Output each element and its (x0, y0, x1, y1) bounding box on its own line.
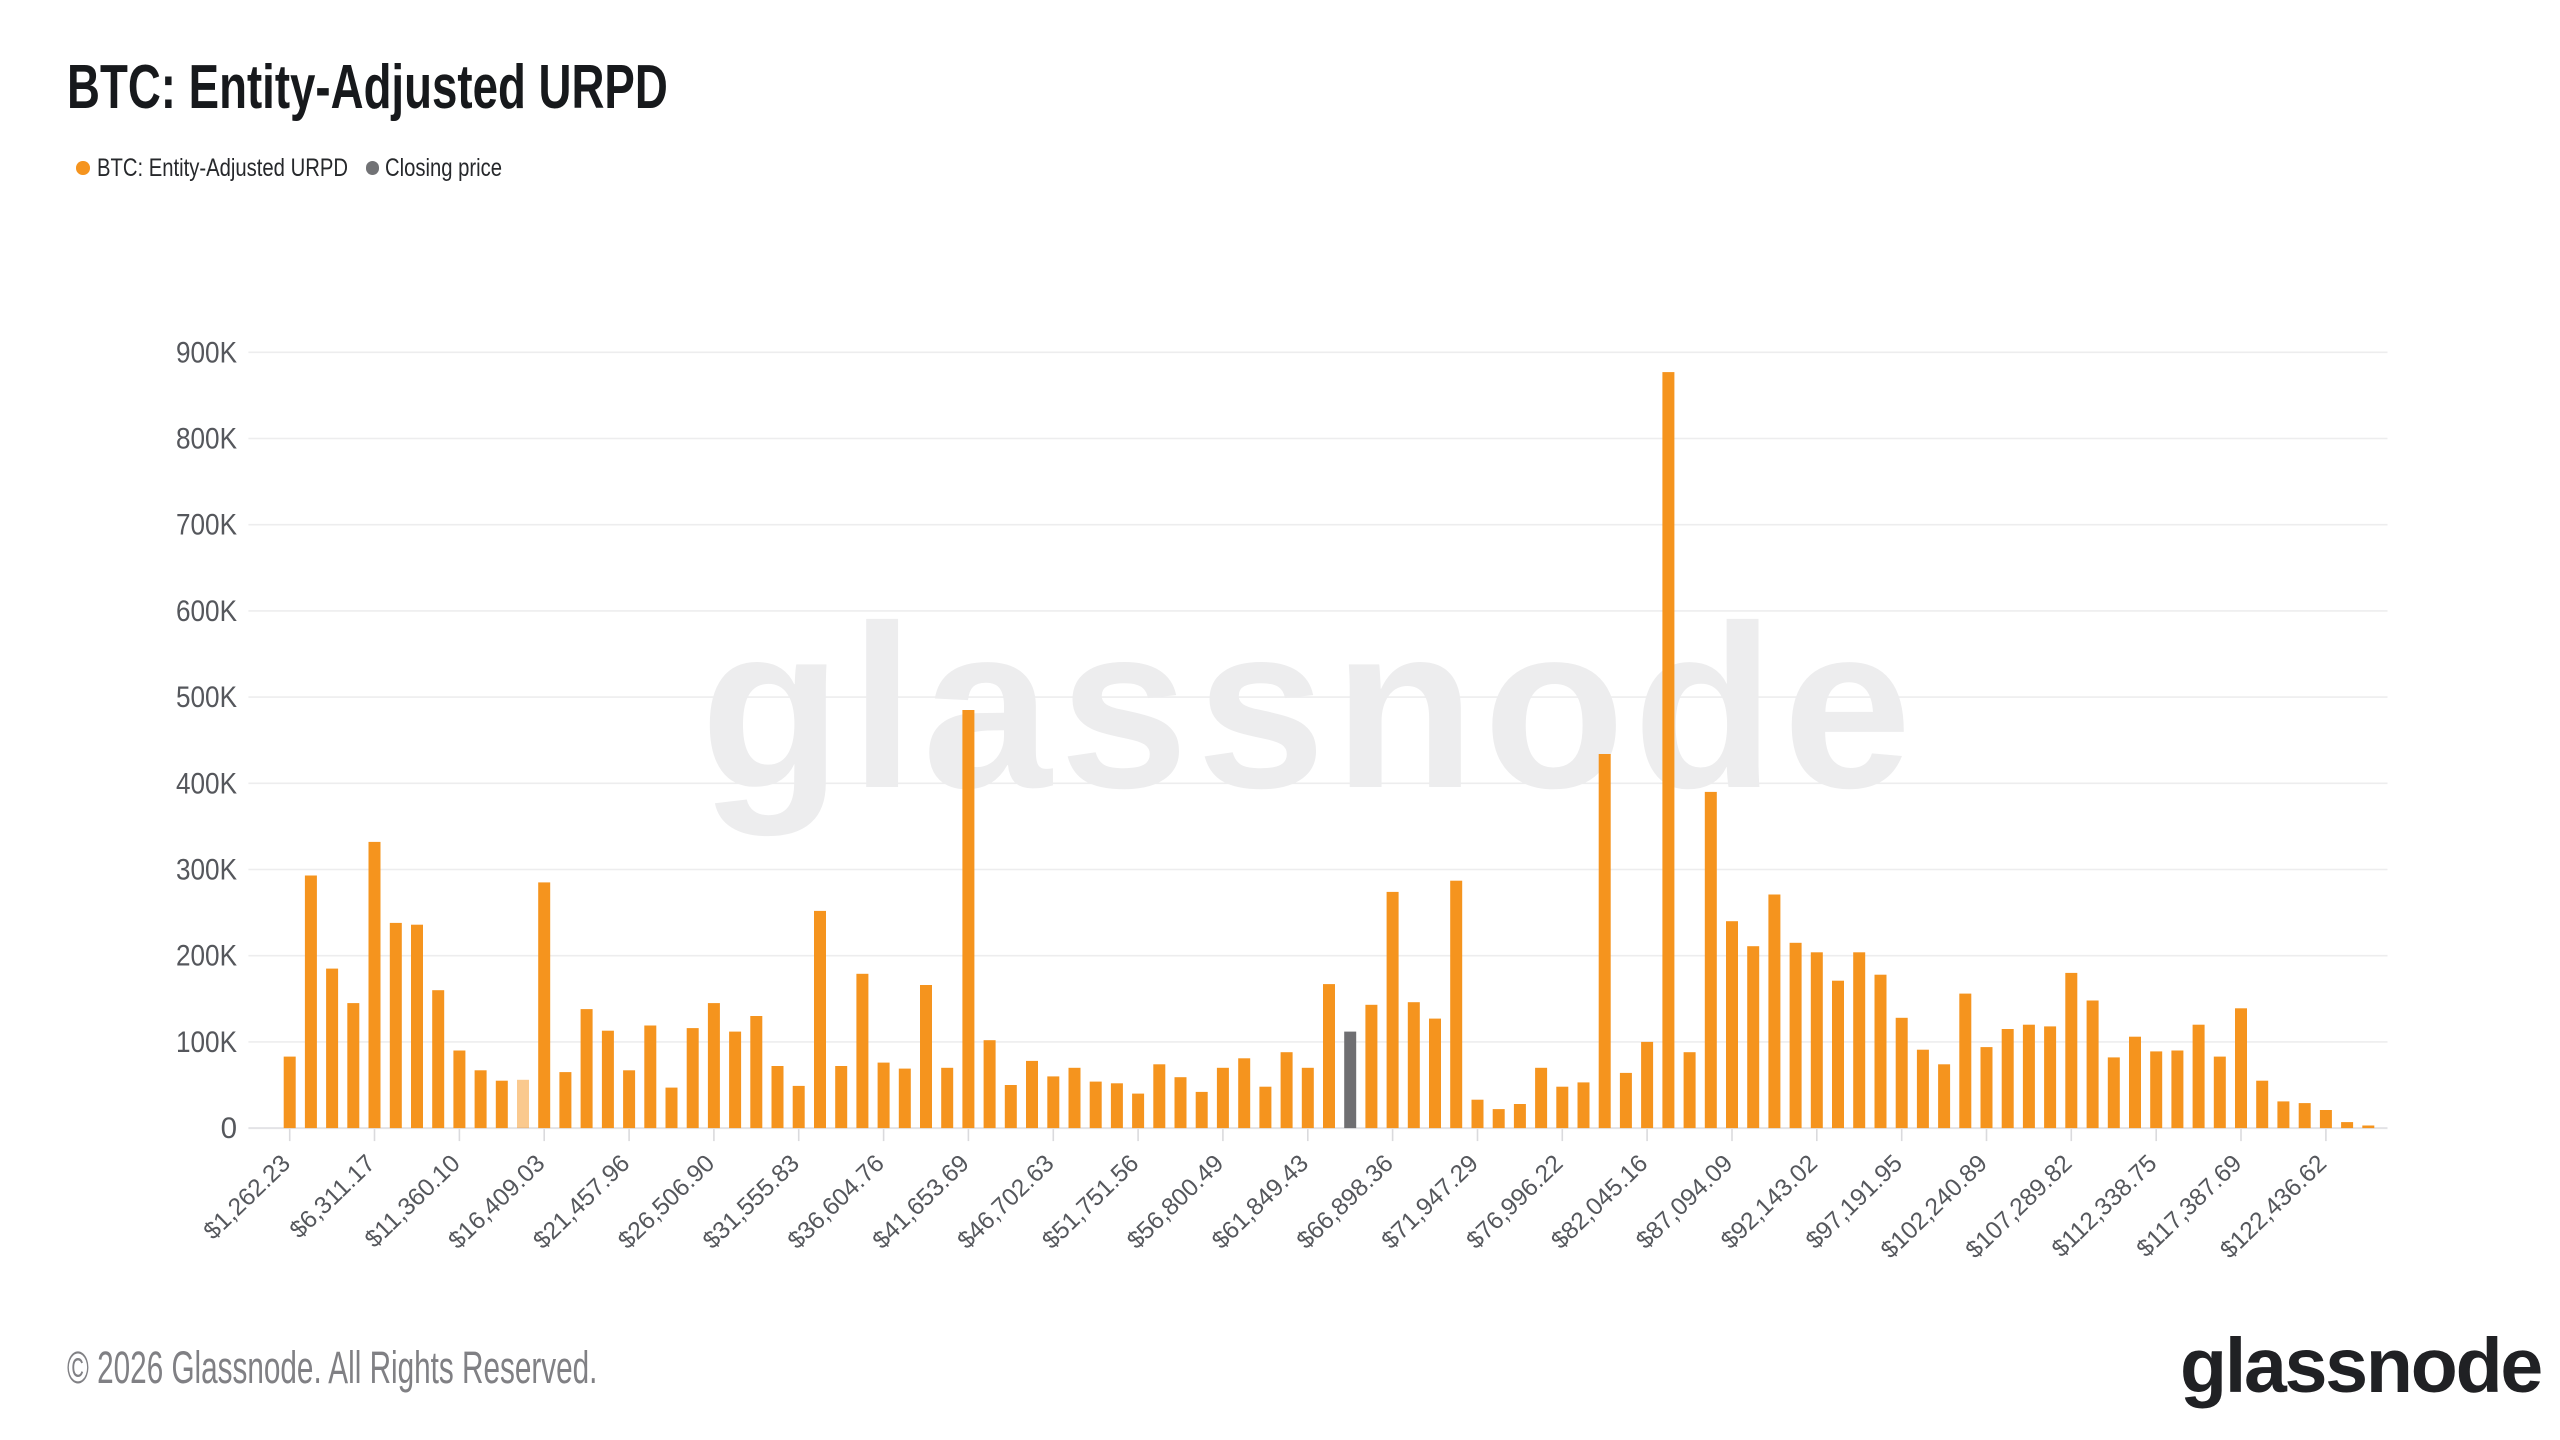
svg-text:0: 0 (221, 1112, 237, 1145)
svg-text:400K: 400K (176, 767, 237, 800)
svg-text:200K: 200K (176, 940, 237, 973)
svg-text:700K: 700K (176, 509, 237, 542)
svg-text:800K: 800K (176, 423, 237, 456)
svg-text:900K: 900K (176, 336, 237, 369)
svg-text:100K: 100K (176, 1026, 237, 1059)
svg-text:500K: 500K (176, 681, 237, 714)
svg-text:600K: 600K (176, 595, 237, 628)
svg-text:glassnode: glassnode (700, 578, 1919, 837)
svg-text:300K: 300K (176, 854, 237, 887)
svg-text:$1,262.23: $1,262.23 (199, 1150, 296, 1245)
